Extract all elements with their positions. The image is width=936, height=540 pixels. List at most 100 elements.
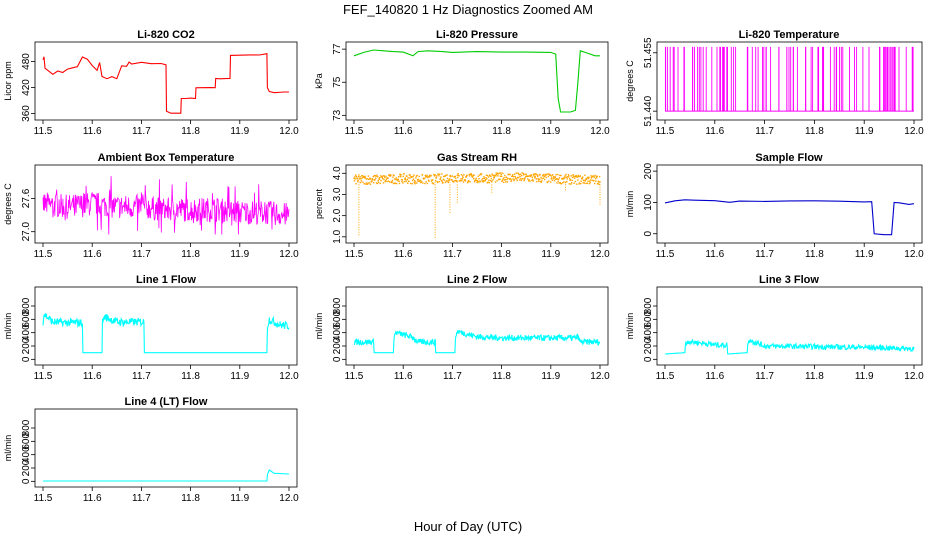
y-tick-label: 75 xyxy=(332,76,343,88)
data-point xyxy=(400,176,402,178)
y-axis-label: ml/min xyxy=(314,313,324,340)
data-point xyxy=(376,182,379,185)
data-point xyxy=(598,175,601,178)
data-point xyxy=(395,182,398,185)
data-point xyxy=(510,179,513,181)
data-point xyxy=(409,174,411,176)
data-point xyxy=(568,183,570,185)
data-point xyxy=(463,174,465,176)
data-point xyxy=(580,182,582,185)
data-point xyxy=(523,178,526,180)
x-tick-label: 11.6 xyxy=(394,371,413,382)
y-tick-label: 200 xyxy=(21,459,32,476)
data-point xyxy=(404,178,406,180)
data-point xyxy=(520,177,522,180)
data-point xyxy=(553,180,556,182)
data-point xyxy=(506,181,509,183)
figure-xlabel: Hour of Day (UTC) xyxy=(414,519,522,534)
y-tick-label: 27.0 xyxy=(21,222,32,242)
data-point xyxy=(530,175,532,178)
data-point xyxy=(541,177,543,180)
series-spikes xyxy=(664,46,914,112)
x-tick-label: 11.5 xyxy=(656,126,675,137)
data-point xyxy=(436,180,438,183)
panel-title: Li-820 CO2 xyxy=(137,29,194,41)
data-point xyxy=(559,182,562,185)
data-point xyxy=(598,183,600,186)
x-tick-label: 12.0 xyxy=(904,371,924,382)
data-point xyxy=(354,178,356,180)
data-point xyxy=(555,178,558,180)
data-point xyxy=(582,176,584,178)
data-point xyxy=(353,177,355,179)
data-point xyxy=(535,173,537,175)
data-point xyxy=(574,180,577,183)
data-point xyxy=(536,175,539,178)
y-tick-label: 0 xyxy=(21,356,32,362)
data-point xyxy=(434,179,437,182)
data-point xyxy=(552,177,554,180)
data-point xyxy=(384,180,386,183)
data-point xyxy=(597,182,599,185)
data-point xyxy=(571,176,574,179)
x-tick-label: 11.6 xyxy=(705,126,724,137)
data-point xyxy=(559,182,561,184)
data-point xyxy=(382,182,385,184)
data-point xyxy=(397,179,399,182)
data-point xyxy=(542,177,545,179)
data-point xyxy=(376,174,378,176)
panel-line-3-flow: Line 3 Flow ml/min 11.5 11.6 11.7 11.8 11.9 1… xyxy=(625,274,924,382)
data-point xyxy=(549,174,552,177)
data-point xyxy=(593,182,596,185)
x-tick-label: 12.0 xyxy=(904,249,924,260)
data-point xyxy=(528,179,530,181)
y-tick-label: 2.0 xyxy=(332,208,343,222)
data-point xyxy=(398,182,401,185)
data-point xyxy=(512,175,515,178)
data-point xyxy=(477,181,480,183)
panel-line-4-lt-flow: Line 4 (LT) Flow ml/min 11.5 11.6 11.7 11.8… xyxy=(3,396,299,504)
data-point xyxy=(510,180,512,183)
data-point xyxy=(358,174,360,176)
data-point xyxy=(524,173,527,176)
data-point xyxy=(520,174,523,177)
data-point xyxy=(440,176,442,178)
data-point xyxy=(484,178,487,181)
data-point xyxy=(377,181,380,184)
data-point xyxy=(431,182,434,184)
x-tick-label: 12.0 xyxy=(590,126,610,137)
data-point xyxy=(404,177,406,179)
data-point xyxy=(399,173,401,175)
data-point xyxy=(384,176,386,179)
data-point xyxy=(473,177,475,180)
data-point xyxy=(359,178,361,180)
data-point xyxy=(370,178,372,180)
data-point xyxy=(483,177,486,180)
data-point xyxy=(465,175,468,178)
data-point xyxy=(443,179,445,181)
x-tick-label: 11.9 xyxy=(230,493,249,504)
data-point xyxy=(378,178,381,180)
data-point xyxy=(486,182,488,184)
panel-sample-flow: Sample Flow ml/min 11.5 11.6 11.7 11.8 11.9 1… xyxy=(625,152,924,260)
data-point xyxy=(532,180,534,182)
data-point xyxy=(469,181,471,183)
data-point xyxy=(360,180,363,182)
y-tick-label: 0 xyxy=(643,356,654,362)
x-tick-label: 11.7 xyxy=(132,126,151,137)
data-point xyxy=(374,174,377,177)
y-tick-label: 400 xyxy=(21,324,32,341)
data-point xyxy=(495,172,497,174)
data-point xyxy=(592,175,594,177)
data-point xyxy=(513,178,516,181)
data-point xyxy=(410,175,412,178)
data-point xyxy=(574,175,576,177)
data-point xyxy=(537,177,539,180)
data-point xyxy=(466,181,469,184)
data-point xyxy=(394,182,397,185)
data-point xyxy=(355,175,358,178)
data-point xyxy=(445,180,448,182)
data-point xyxy=(361,175,363,177)
data-point xyxy=(368,178,370,181)
data-point xyxy=(406,178,408,181)
